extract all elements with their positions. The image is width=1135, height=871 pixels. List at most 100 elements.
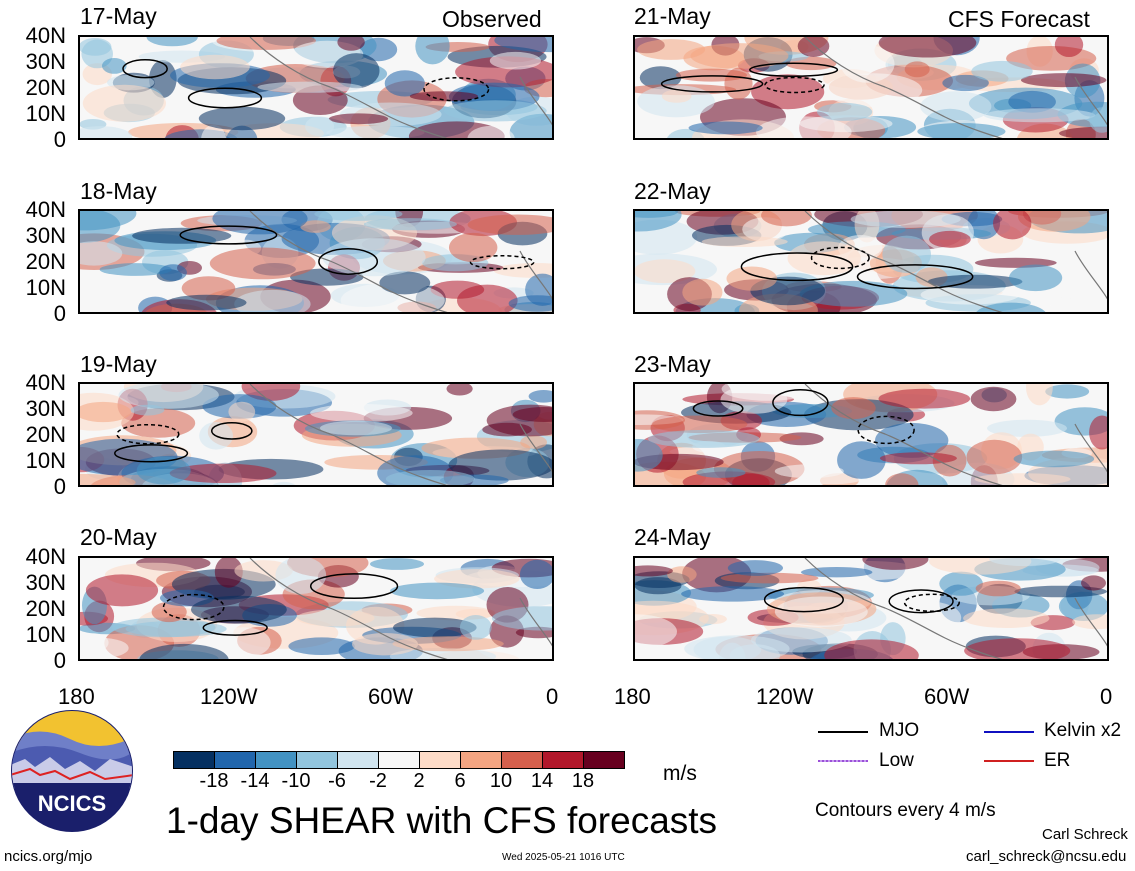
shear-blob (1021, 73, 1107, 88)
shear-blob (699, 614, 727, 625)
shear-blob (80, 126, 133, 138)
shear-blob (637, 39, 706, 60)
y-tick-row1-1: 30N (25, 49, 66, 74)
colorbar-swatch (583, 751, 625, 769)
shear-blob (1089, 107, 1107, 133)
colorbar-swatch (378, 751, 420, 769)
y-tick-row3-0: 40N (25, 370, 66, 395)
shear-blob (993, 211, 1032, 240)
shear-blob (635, 259, 696, 284)
shear-blob (363, 218, 457, 231)
y-tick-row4-4: 0 (53, 648, 66, 673)
shear-blob (512, 407, 552, 422)
legend-line-mjo (818, 731, 868, 733)
shear-blob (1017, 211, 1091, 232)
shear-blob (337, 37, 365, 51)
footer-email[interactable]: carl_schreck@ncsu.edu (966, 848, 1127, 865)
shear-blob (688, 121, 763, 135)
y-tick-row1-4: 0 (53, 127, 66, 152)
shear-blob (777, 387, 840, 399)
colorbar-swatch (296, 751, 338, 769)
shear-blob (409, 91, 478, 102)
shear-blob (136, 456, 191, 485)
colorbar-tick-label: 2 (413, 770, 425, 792)
mjo-contour (210, 422, 253, 440)
shear-blob (675, 68, 747, 82)
shear-blob (974, 473, 1071, 485)
shear-blob (228, 401, 256, 422)
shear-blob (212, 211, 308, 235)
mjo-contour (423, 77, 490, 102)
y-tick-row2-0: 40N (25, 197, 66, 222)
shear-blob (125, 620, 227, 637)
shear-blob (130, 404, 165, 416)
shear-blob (987, 419, 1067, 437)
ncics-logo: NCICS (10, 709, 134, 833)
shear-blob (727, 560, 783, 576)
shear-blob (216, 37, 316, 50)
column-title-forecast: CFS Forecast (948, 6, 1090, 32)
shear-blob (799, 280, 908, 307)
shear-blob (118, 384, 219, 409)
shear-blob (328, 113, 389, 125)
x-tick-120w-left: 120W (200, 684, 258, 709)
shear-blob (1089, 415, 1107, 450)
shear-blob (875, 422, 949, 458)
shear-blob (80, 401, 132, 423)
shear-blob (166, 294, 247, 311)
shear-blob (879, 452, 957, 465)
panel-date-1: 17-May (80, 3, 157, 29)
map-panel-obs-2 (78, 209, 554, 314)
legend-label-low: Low (879, 750, 914, 771)
shear-blob (878, 388, 971, 409)
mjo-contour (857, 415, 915, 445)
y-tick-row3-2: 20N (25, 422, 66, 447)
mjo-contour (903, 593, 960, 613)
contour-note: Contours every 4 m/s (815, 800, 996, 821)
colorbar-swatch (501, 751, 543, 769)
shear-blob (275, 558, 327, 594)
shear-blob (983, 108, 1096, 123)
colorbar-swatch (419, 751, 461, 769)
shear-blob (80, 38, 112, 56)
footer-url[interactable]: ncics.org/mjo (4, 848, 93, 865)
shear-blob (80, 241, 123, 266)
shear-blob (635, 614, 677, 649)
map-panel-obs-4 (78, 556, 554, 661)
mjo-contour (318, 248, 379, 275)
shear-blob (882, 235, 931, 273)
shear-blob (209, 247, 316, 280)
shear-blob (385, 470, 475, 485)
legend-line-kelvin (984, 731, 1034, 733)
colorbar-tick-label: -6 (328, 770, 346, 792)
shear-blob (787, 241, 861, 276)
shear-blob (99, 263, 172, 276)
shear-blob (964, 638, 1071, 659)
shear-blob (690, 43, 789, 69)
shear-blob (929, 230, 971, 248)
shear-blob (648, 429, 760, 448)
x-tick-60w-right: 60W (924, 684, 970, 709)
map-panel-fcst-3 (633, 382, 1109, 487)
shear-blob (904, 61, 930, 78)
shear-blob (146, 37, 198, 47)
shear-blob (198, 106, 286, 131)
shear-field-fcst-1 (635, 37, 1107, 138)
shear-blob (701, 236, 788, 247)
colorbar-swatch (214, 751, 256, 769)
shear-blob (80, 211, 121, 243)
shear-blob (963, 608, 1050, 628)
shear-blob (449, 232, 498, 263)
shear-blob (682, 278, 723, 306)
shear-blob (80, 633, 109, 653)
shear-blob (801, 567, 873, 578)
shear-blob (508, 295, 552, 312)
y-tick-row3-4: 0 (53, 474, 66, 499)
mjo-contour (202, 619, 268, 636)
shear-blob (467, 214, 552, 235)
mjo-contour (764, 76, 825, 94)
colorbar-tick-label: 10 (489, 770, 513, 792)
legend-label-er: ER (1044, 750, 1071, 771)
shear-blob (300, 220, 331, 233)
shear-field-fcst-3 (635, 384, 1107, 485)
